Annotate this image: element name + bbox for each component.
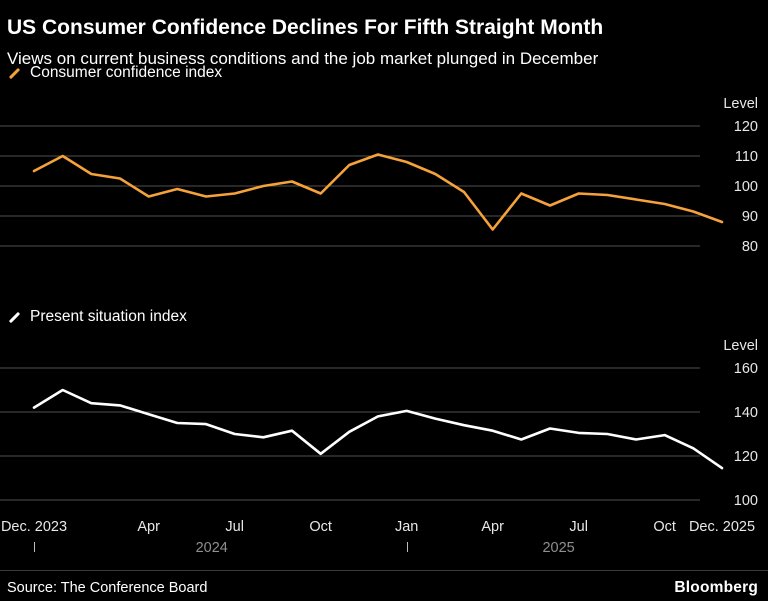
y-axis-unit-label: Level	[723, 338, 758, 354]
year-start-tick	[34, 542, 35, 552]
x-axis-tick-label: Apr	[481, 519, 504, 535]
present-situation-line	[32, 388, 724, 470]
y-axis-tick-label: 80	[742, 239, 758, 255]
legend-label-present-situation: Present situation index	[30, 308, 187, 325]
orange-line-tick-icon	[8, 67, 21, 79]
bloomberg-logo: Bloomberg	[674, 579, 758, 596]
x-axis-tick-label: Dec. 2025	[688, 519, 756, 535]
source-label: Source: The Conference Board	[7, 580, 208, 596]
year-start-tick	[406, 542, 408, 552]
y-axis-tick-label: 100	[734, 179, 758, 195]
y-axis-tick-label: 120	[734, 119, 758, 135]
year-label: 2025	[542, 540, 575, 556]
x-axis-tick-label: Jul	[569, 519, 588, 535]
y-axis-tick-label: 140	[734, 405, 758, 421]
y-axis-tick-label: 160	[734, 361, 758, 377]
page-title: US Consumer Confidence Declines For Fift…	[7, 16, 604, 40]
white-line-tick-icon	[8, 311, 21, 323]
x-axis-tick-label: Apr	[137, 519, 160, 535]
y-axis-tick-label: 90	[742, 209, 758, 225]
consumer-confidence-line-chart: Level 120 110 100 90 80	[0, 96, 758, 255]
x-axis-tick-label: Oct	[309, 519, 332, 535]
y-axis-unit-label: Level	[723, 96, 758, 112]
legend-present-situation: Present situation index	[8, 308, 187, 326]
footer: Source: The Conference Board Bloomberg	[0, 575, 768, 601]
footer-divider	[0, 570, 768, 571]
year-label: 2024	[195, 540, 228, 556]
present-situation-line-chart: Level 160 140 120 100	[0, 338, 758, 509]
x-axis-tick-label: Oct	[653, 519, 676, 535]
legend-consumer-confidence: Consumer confidence index	[8, 64, 222, 82]
legend-label-consumer-confidence: Consumer confidence index	[30, 64, 223, 81]
x-axis: Dec. 2023 Apr Jul Oct Jan Apr Jul Oct Dec. 2025 2…	[0, 514, 768, 568]
page-subtitle: Views on current business conditions and…	[7, 49, 599, 68]
x-axis-tick-label: Dec. 2023	[0, 519, 68, 535]
y-axis-tick-label: 120	[734, 449, 758, 465]
x-axis-tick-label: Jan	[394, 519, 419, 535]
y-axis-tick-label: 100	[734, 493, 758, 509]
x-axis-tick-label: Jul	[225, 519, 244, 535]
consumer-confidence-line	[32, 153, 724, 231]
y-axis-tick-label: 110	[735, 149, 758, 165]
